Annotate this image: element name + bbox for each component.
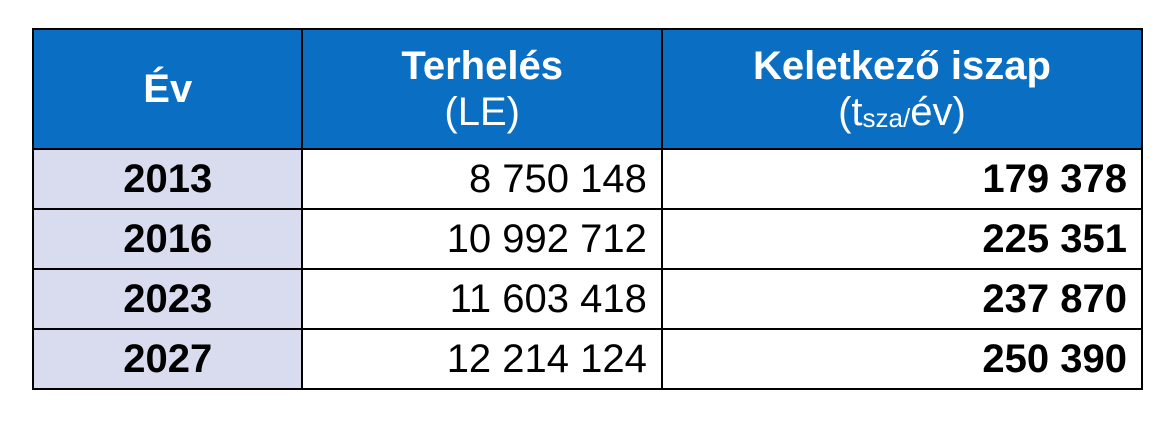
table-cell: 2013 [31, 148, 304, 210]
header-title: Keletkező iszap [753, 44, 1051, 88]
table-cell: 2027 [31, 328, 304, 390]
table-body: 2013 8 750 148 179 378 2016 10 992 712 225 35… [31, 148, 1144, 390]
data-table: Év Terhelés (LE) Keletkező iszap (tsza/év)… [31, 28, 1144, 390]
header-title: Év [143, 67, 193, 111]
unit-subscript: sza/ [862, 103, 911, 133]
unit-prefix: (t [838, 90, 863, 134]
table-cell: 2016 [31, 208, 304, 270]
table-cell: 237 870 [660, 268, 1144, 330]
table-cell: 11 603 418 [301, 268, 663, 330]
table-row: 2013 8 750 148 179 378 [31, 148, 1144, 210]
header-cell: Keletkező iszap (tsza/év) [660, 28, 1144, 150]
table-header: Év Terhelés (LE) Keletkező iszap (tsza/év) [31, 28, 1144, 150]
table-row: 2016 10 992 712 225 351 [31, 208, 1144, 270]
table-cell: 8 750 148 [301, 148, 663, 210]
table-row: 2023 11 603 418 237 870 [31, 268, 1144, 330]
header-unit: (tsza/év) [677, 92, 1127, 132]
table-cell: 179 378 [660, 148, 1144, 210]
table-cell: 10 992 712 [301, 208, 663, 270]
header-row: Év Terhelés (LE) Keletkező iszap (tsza/év) [31, 28, 1144, 150]
table-cell: 225 351 [660, 208, 1144, 270]
header-cell: Év [31, 28, 304, 150]
table-cell: 250 390 [660, 328, 1144, 390]
table-cell: 12 214 124 [301, 328, 663, 390]
unit-suffix: év) [910, 90, 966, 134]
table-cell: 2023 [31, 268, 304, 330]
header-cell: Terhelés (LE) [301, 28, 663, 150]
header-unit: (LE) [444, 90, 520, 134]
header-title: Terhelés [401, 44, 563, 88]
table-row: 2027 12 214 124 250 390 [31, 328, 1144, 390]
